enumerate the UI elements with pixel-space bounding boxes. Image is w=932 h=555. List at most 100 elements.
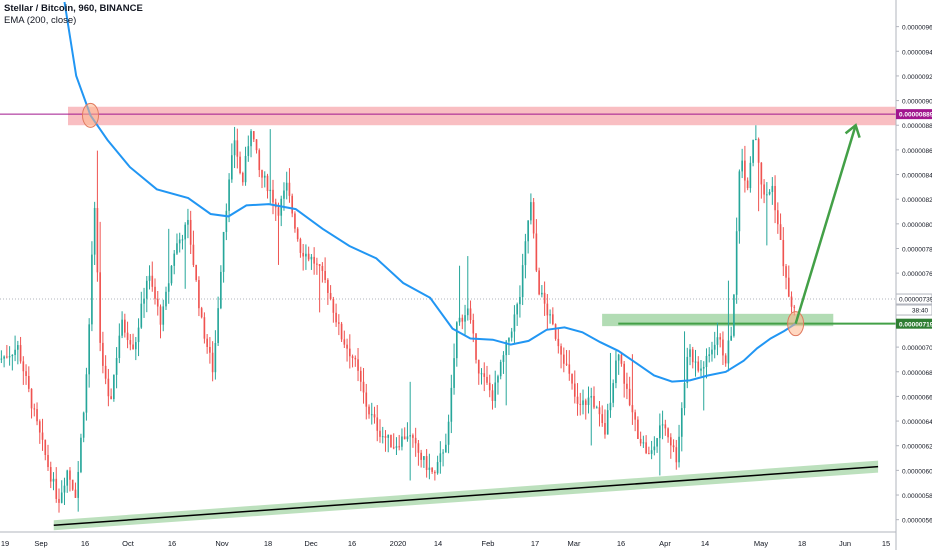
price-label-bg-1 (895, 293, 932, 305)
candle-body-0 (0, 358, 3, 360)
candle-body-111 (305, 253, 307, 257)
candle-body-232 (637, 419, 639, 439)
candle-body-189 (519, 297, 521, 305)
candle-body-258 (708, 354, 711, 356)
candle-body-284 (779, 224, 782, 240)
candle-body-82 (225, 210, 228, 232)
candle-body-63 (173, 253, 176, 266)
highlight-circle-0 (81, 102, 99, 128)
candle-body-45 (124, 319, 126, 333)
candle-body-58 (159, 306, 162, 325)
price-label-countdown: 38:40 (912, 308, 929, 315)
candle-body-237 (650, 450, 653, 454)
candle-body-246 (675, 447, 678, 463)
candle-body-68 (187, 219, 189, 225)
candle-body-242 (664, 424, 667, 429)
candle-body-62 (170, 265, 173, 284)
candle-body-144 (395, 446, 398, 448)
candle-body-235 (645, 442, 647, 454)
candle-body-27 (74, 489, 77, 498)
candle-body-149 (409, 435, 411, 437)
x-tick-label-2: 16 (81, 539, 89, 548)
candle-body-8 (22, 361, 25, 372)
x-tick-label-14: 16 (617, 539, 625, 548)
candle-body-184 (505, 341, 508, 356)
candle-body-30 (82, 412, 85, 438)
candle-body-34 (93, 207, 96, 255)
candle-body-133 (365, 392, 368, 407)
candle-body-141 (387, 434, 390, 438)
candle-body-172 (472, 320, 475, 334)
candle-body-48 (132, 344, 134, 350)
candle-body-275 (755, 138, 757, 140)
candle-body-229 (628, 388, 631, 406)
candle-body-128 (351, 356, 354, 358)
candle-body-71 (195, 264, 197, 281)
candle-body-266 (730, 335, 732, 341)
candle-body-244 (669, 437, 672, 446)
x-tick-label-9: 2020 (390, 539, 407, 548)
candle-body-143 (392, 447, 395, 449)
price-label-bg-2 (895, 304, 932, 316)
candle-body-168 (461, 317, 464, 322)
candle-body-40 (110, 396, 112, 400)
candle-body-94 (258, 150, 261, 171)
support-trendline (53, 465, 879, 526)
candle-body-6 (17, 345, 19, 350)
candle-body-267 (733, 294, 735, 336)
x-tick-label-6: 18 (264, 539, 272, 548)
candle-body-194 (532, 202, 535, 234)
price-label-bg-0 (896, 109, 932, 120)
candle-body-131 (359, 370, 362, 382)
price-label-support: 0.00000719 (899, 321, 932, 328)
candle-body-36 (99, 272, 101, 343)
candle-body-146 (401, 436, 403, 447)
candle-body-22 (60, 492, 63, 503)
candle-body-222 (609, 402, 612, 411)
candle-body-199 (546, 303, 549, 316)
candle-body-152 (417, 443, 420, 453)
candle-body-49 (134, 342, 137, 350)
candle-body-212 (582, 400, 584, 405)
candle-body-181 (497, 376, 499, 383)
candle-body-61 (167, 283, 170, 292)
candle-body-47 (129, 340, 132, 345)
candle-body-65 (178, 239, 181, 244)
candle-body-64 (176, 243, 178, 254)
candle-body-39 (107, 378, 110, 397)
candle-body-77 (211, 352, 214, 373)
candle-body-99 (272, 189, 274, 203)
candle-body-25 (69, 470, 71, 480)
candle-body-12 (33, 408, 36, 410)
candle-body-241 (661, 424, 664, 426)
trendline-layer (53, 465, 879, 526)
annotations-layer (81, 102, 861, 337)
candle-body-121 (332, 298, 335, 313)
candle-body-108 (296, 228, 299, 240)
x-tick-label-16: 14 (701, 539, 709, 548)
candle-body-14 (38, 421, 41, 433)
candle-body-78 (214, 343, 217, 373)
candle-body-210 (576, 396, 579, 404)
candle-body-79 (217, 308, 219, 344)
candle-body-83 (228, 179, 230, 211)
candle-body-277 (760, 162, 763, 185)
candle-body-272 (746, 180, 749, 189)
candle-body-217 (595, 407, 598, 409)
candle-body-162 (445, 444, 447, 453)
candle-body-259 (711, 349, 713, 355)
candle-body-109 (299, 239, 302, 253)
candle-body-215 (590, 395, 593, 398)
candle-body-169 (464, 315, 466, 322)
candle-body-147 (403, 436, 406, 440)
candle-body-283 (776, 210, 779, 225)
candle-body-104 (285, 182, 288, 191)
